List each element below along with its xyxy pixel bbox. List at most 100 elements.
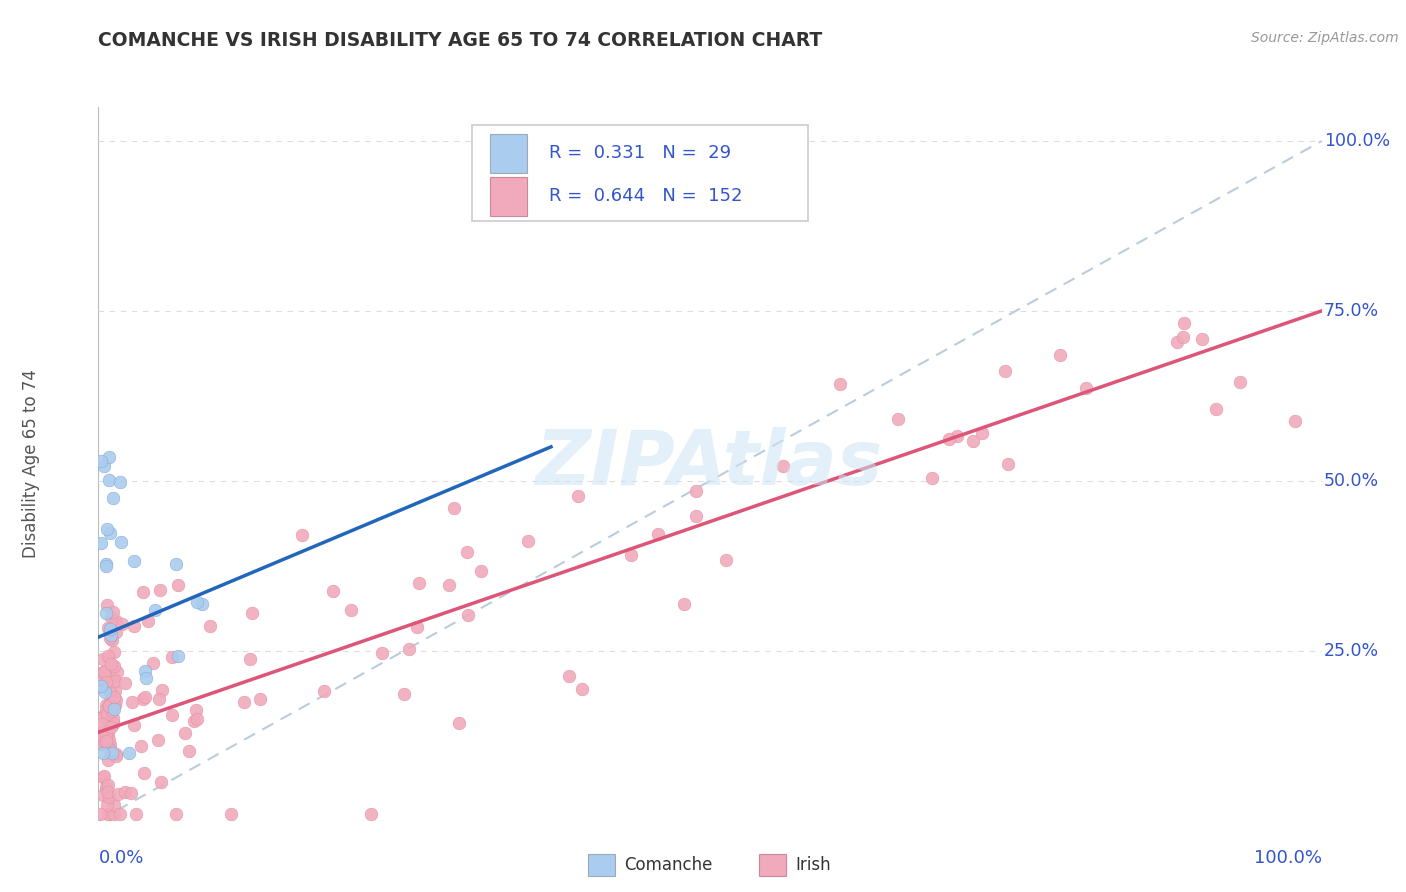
Point <box>132 692 155 706</box>
Point <box>93 769 115 783</box>
Point <box>100 685 122 699</box>
Point <box>103 658 125 673</box>
Point <box>219 806 242 821</box>
Point <box>93 665 115 679</box>
Point <box>121 695 143 709</box>
Point <box>149 583 172 598</box>
Point <box>101 717 124 731</box>
Point <box>571 681 593 696</box>
Point <box>96 698 118 712</box>
Point <box>647 527 669 541</box>
Point <box>179 744 201 758</box>
Point <box>91 770 114 784</box>
Point <box>174 726 197 740</box>
Point <box>167 578 190 592</box>
Text: 75.0%: 75.0% <box>1324 301 1379 320</box>
Text: Disability Age 65 to 74: Disability Age 65 to 74 <box>22 369 41 558</box>
Point <box>98 622 121 636</box>
Point <box>103 605 125 619</box>
Point <box>183 714 205 728</box>
Point <box>392 687 415 701</box>
Point <box>114 785 136 799</box>
Point <box>370 646 392 660</box>
Point <box>96 559 118 574</box>
Point <box>100 704 122 718</box>
Point <box>186 703 208 717</box>
Point <box>148 691 170 706</box>
Point <box>97 779 120 793</box>
Point <box>1191 332 1213 346</box>
Text: R =  0.331   N =  29: R = 0.331 N = 29 <box>548 145 731 162</box>
Point <box>685 484 707 499</box>
Text: ZIPAtlas: ZIPAtlas <box>536 427 884 500</box>
Point <box>132 765 155 780</box>
Point <box>91 729 114 743</box>
Point <box>89 673 111 687</box>
Point <box>150 683 173 698</box>
Point <box>104 624 127 639</box>
Point <box>240 607 263 621</box>
Point <box>91 746 114 760</box>
Point <box>165 806 187 821</box>
Point <box>97 754 120 768</box>
Point <box>100 628 122 642</box>
Text: COMANCHE VS IRISH DISABILITY AGE 65 TO 74 CORRELATION CHART: COMANCHE VS IRISH DISABILITY AGE 65 TO 7… <box>98 31 823 50</box>
Point <box>101 746 124 760</box>
Point <box>1166 334 1188 349</box>
Text: 0.0%: 0.0% <box>98 849 143 867</box>
Point <box>93 708 115 723</box>
Point <box>96 806 118 821</box>
Point <box>98 742 121 756</box>
Point <box>994 364 1017 378</box>
Point <box>122 554 145 568</box>
Point <box>134 690 156 704</box>
Point <box>97 621 120 635</box>
Point <box>135 672 157 686</box>
Point <box>716 553 738 567</box>
Point <box>1173 316 1195 330</box>
Bar <box>588 855 614 876</box>
Point <box>97 698 120 712</box>
Point <box>200 619 222 633</box>
Point <box>100 609 122 624</box>
Text: Source: ZipAtlas.com: Source: ZipAtlas.com <box>1251 31 1399 45</box>
Point <box>160 707 183 722</box>
Point <box>165 557 187 571</box>
Point <box>291 528 314 542</box>
Point <box>91 717 114 731</box>
Point <box>97 674 120 689</box>
Point <box>457 608 479 623</box>
Point <box>93 734 115 748</box>
Point <box>166 649 188 664</box>
Point <box>146 733 169 747</box>
Point <box>101 633 124 648</box>
Point <box>1171 330 1194 344</box>
Point <box>673 597 696 611</box>
Text: 25.0%: 25.0% <box>1324 641 1379 660</box>
Point <box>94 782 117 797</box>
Point <box>110 535 132 549</box>
Point <box>122 718 145 732</box>
Point <box>191 598 214 612</box>
Point <box>108 806 131 821</box>
Point <box>100 657 122 671</box>
Point <box>103 645 125 659</box>
Point <box>143 603 166 617</box>
Point <box>134 664 156 678</box>
Point <box>96 707 118 722</box>
Point <box>93 723 115 738</box>
Point <box>946 429 969 443</box>
Point <box>129 739 152 753</box>
Point <box>104 747 127 762</box>
Point <box>239 652 262 666</box>
Point <box>114 676 136 690</box>
Point <box>98 732 121 747</box>
Point <box>408 576 430 591</box>
Point <box>94 558 117 572</box>
Bar <box>489 177 526 216</box>
Point <box>887 412 910 426</box>
Point <box>620 548 643 562</box>
Point <box>94 733 117 747</box>
Point <box>90 453 112 467</box>
Point <box>104 673 127 688</box>
